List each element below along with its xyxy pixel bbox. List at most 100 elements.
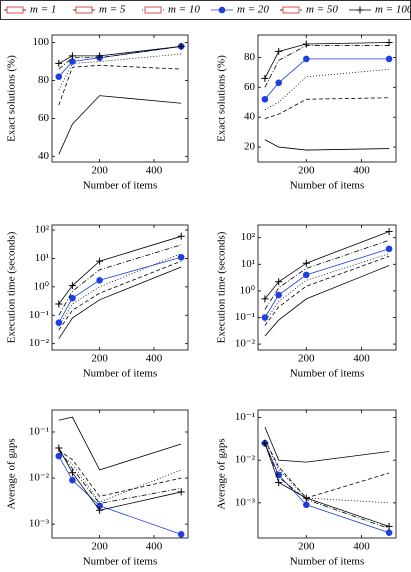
- marker: [385, 529, 393, 536]
- series-line: [264, 42, 390, 79]
- series-line: [264, 255, 390, 326]
- marker: [385, 55, 393, 63]
- marker: [55, 444, 63, 452]
- marker: [69, 294, 76, 302]
- marker: [302, 259, 310, 267]
- series-line: [264, 58, 390, 100]
- series-line: [58, 449, 182, 497]
- plot-frame: [51, 34, 189, 163]
- marker: [177, 253, 185, 261]
- series-line: [264, 253, 390, 322]
- x-axis-label: Number of items: [83, 368, 158, 380]
- y-tick-label: 10⁰: [240, 284, 256, 296]
- marker: [177, 232, 185, 240]
- y-tick-label: 10⁻²: [29, 472, 50, 484]
- y-axis-label: Execution time (seconds): [6, 231, 18, 343]
- x-tick-label: 200: [298, 353, 315, 365]
- marker: [68, 52, 76, 60]
- legend-label: m = 5: [99, 4, 126, 16]
- x-axis-label: Number of items: [290, 180, 365, 192]
- plot-frame: [51, 409, 189, 539]
- legend-swatch: [6, 6, 24, 14]
- marker: [303, 271, 310, 279]
- y-tick-label: 10⁻³: [29, 518, 50, 530]
- y-axis-label: Execution time (seconds): [216, 231, 228, 343]
- x-tick-label: 200: [91, 353, 108, 365]
- legend-label: m = 1: [30, 4, 56, 16]
- series-line: [58, 450, 182, 504]
- plot-frame: [257, 409, 397, 539]
- y-tick-label: 10⁻¹: [235, 311, 255, 323]
- y-tick-label: 10⁻²: [29, 337, 50, 349]
- marker: [261, 95, 269, 103]
- series-line: [264, 439, 390, 504]
- series-line: [264, 426, 390, 463]
- series-line: [58, 260, 182, 331]
- y-tick-label: 60: [38, 112, 50, 124]
- y-tick-label: 10²: [35, 224, 50, 236]
- marker: [303, 501, 310, 509]
- marker: [68, 282, 76, 290]
- marker: [55, 300, 63, 308]
- series-line: [58, 45, 182, 77]
- marker: [177, 488, 185, 496]
- series-line: [58, 45, 182, 64]
- marker: [302, 494, 310, 502]
- series-line: [264, 97, 390, 120]
- series-line: [58, 53, 182, 91]
- y-tick-label: 10⁻¹: [29, 426, 49, 438]
- legend-swatch: [282, 6, 300, 14]
- marker: [55, 59, 63, 67]
- x-tick-label: 200: [298, 165, 315, 177]
- legend-swatch: [75, 6, 93, 14]
- series-line: [58, 45, 182, 70]
- y-tick-label: 10¹: [35, 252, 49, 264]
- series-line: [58, 64, 182, 106]
- x-tick-label: 400: [353, 541, 370, 553]
- series-line: [264, 139, 390, 151]
- marker: [96, 506, 104, 514]
- legend-swatch: [144, 6, 162, 14]
- x-tick-label: 400: [146, 165, 163, 177]
- plot-frame: [51, 224, 189, 351]
- x-tick-label: 400: [353, 165, 370, 177]
- y-tick-label: 10⁻²: [235, 454, 256, 466]
- legend-label: m = 20: [237, 4, 269, 16]
- series-line: [58, 452, 182, 503]
- series-line: [58, 416, 182, 471]
- series-line: [58, 455, 182, 535]
- legend-label: m = 10: [168, 4, 200, 16]
- marker: [303, 55, 310, 63]
- x-axis-label: Number of items: [290, 368, 365, 380]
- y-axis-label: Exact solutions (%): [216, 55, 228, 142]
- x-tick-label: 400: [146, 353, 163, 365]
- marker: [275, 47, 283, 55]
- series-line: [264, 443, 390, 529]
- marker: [261, 439, 269, 447]
- y-axis-label: Exact solutions (%): [6, 55, 18, 142]
- x-axis-label: Number of items: [83, 180, 158, 192]
- marker: [69, 476, 76, 484]
- marker: [385, 522, 393, 530]
- marker: [302, 40, 310, 48]
- series-line: [264, 439, 390, 499]
- marker: [275, 478, 283, 486]
- marker: [218, 6, 226, 14]
- marker: [69, 58, 76, 65]
- series-line: [58, 253, 182, 327]
- y-tick-label: 80: [38, 74, 50, 86]
- marker: [261, 295, 269, 303]
- plot-frame: [257, 34, 397, 163]
- marker: [96, 52, 104, 60]
- series-line: [58, 256, 182, 323]
- marker: [356, 6, 364, 14]
- series-line: [58, 235, 182, 305]
- y-tick-label: 10⁻²: [235, 338, 256, 350]
- marker: [96, 276, 103, 284]
- series-line: [264, 68, 390, 111]
- marker: [385, 228, 393, 236]
- x-axis-label: Number of items: [83, 556, 158, 568]
- marker: [55, 452, 63, 460]
- marker: [96, 257, 104, 265]
- series-line: [58, 447, 182, 511]
